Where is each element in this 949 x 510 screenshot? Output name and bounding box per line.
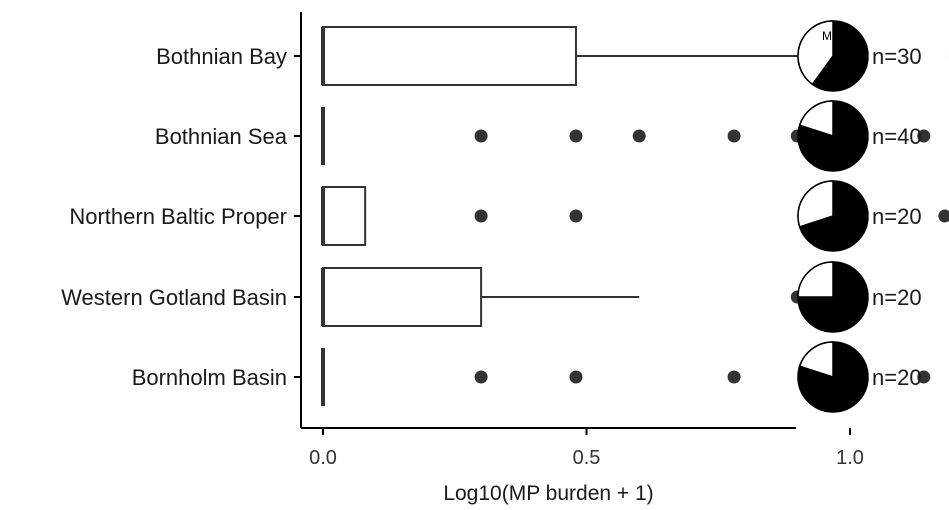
outlier-point (569, 209, 583, 223)
pie-chart: MP (797, 20, 869, 92)
outlier-point (938, 209, 949, 223)
box (322, 26, 577, 86)
sample-size-label: n=20 (872, 285, 922, 310)
pie-chart (797, 261, 869, 333)
pie-charts: MP (797, 20, 869, 413)
sample-size-label: n=20 (872, 365, 922, 390)
sample-size-label: n=30 (872, 44, 922, 69)
pie-slice-with-mp (797, 261, 834, 298)
box-group (321, 267, 804, 327)
box-group (321, 348, 931, 406)
x-axis-title: Log10(MP burden + 1) (443, 482, 653, 505)
box-group (321, 186, 949, 246)
sample-size-label: n=20 (872, 204, 922, 229)
category-label: Bothnian Bay (156, 44, 287, 69)
box-group (321, 26, 949, 86)
category-label: Western Gotland Basin (61, 285, 287, 310)
x-axis-ticks: 0.00.51.01.5 (309, 428, 864, 469)
x-tick-label: 0.0 (309, 447, 337, 469)
box (322, 186, 367, 246)
pie-slice-with-mp (797, 180, 834, 228)
outlier-point (474, 129, 488, 143)
pie-slice-with-mp (798, 100, 834, 138)
pie-chart (797, 180, 869, 252)
outlier-point (474, 209, 488, 223)
outlier-point (727, 129, 741, 143)
category-label: Northern Baltic Proper (69, 204, 287, 229)
pie-chart (797, 100, 869, 172)
outlier-point (569, 370, 583, 384)
pie-slice-with-mp (797, 20, 834, 86)
outlier-point (917, 129, 931, 143)
box (322, 267, 483, 327)
outlier-point (917, 370, 931, 384)
pie-slice-with-mp (798, 341, 834, 379)
outlier-point (632, 129, 646, 143)
category-label: Bothnian Sea (155, 124, 288, 149)
pie-label: MP (822, 29, 840, 43)
outlier-point (727, 370, 741, 384)
sample-size-labels: n=30 n=40 n=20 n=20 n=20 (872, 44, 922, 390)
outlier-point (474, 370, 488, 384)
pie-chart (797, 341, 869, 413)
axes (300, 12, 796, 429)
category-labels: Bothnian Bay Bothnian Sea Northern Baltic … (61, 44, 301, 390)
x-tick-label: 1.0 (836, 447, 864, 469)
x-tick-label: 0.5 (573, 447, 601, 469)
sample-size-label: n=40 (872, 124, 922, 149)
outlier-point (569, 129, 583, 143)
category-label: Bornholm Basin (132, 365, 287, 390)
